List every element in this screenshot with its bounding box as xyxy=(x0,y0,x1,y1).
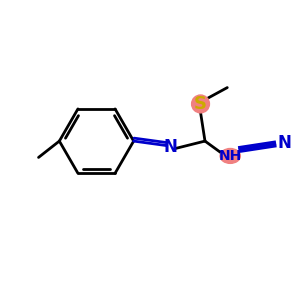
Text: S: S xyxy=(194,95,207,113)
Text: NH: NH xyxy=(219,149,242,163)
Circle shape xyxy=(192,95,209,113)
Text: N: N xyxy=(278,134,292,152)
Text: N: N xyxy=(164,138,178,156)
Ellipse shape xyxy=(220,148,240,164)
